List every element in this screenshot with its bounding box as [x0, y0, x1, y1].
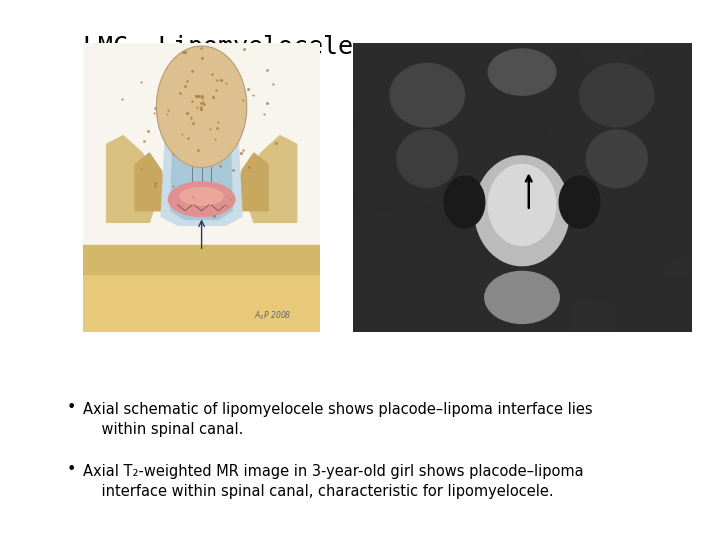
Text: •: •	[67, 400, 76, 415]
Ellipse shape	[390, 63, 464, 127]
Ellipse shape	[474, 156, 570, 266]
Ellipse shape	[485, 272, 559, 323]
Ellipse shape	[586, 130, 647, 187]
Ellipse shape	[168, 182, 235, 217]
Polygon shape	[135, 153, 166, 211]
Text: Axial schematic of lipomyelocele shows placode–lipoma interface lies
    within : Axial schematic of lipomyelocele shows p…	[83, 402, 593, 437]
Ellipse shape	[180, 188, 223, 205]
Ellipse shape	[488, 49, 556, 95]
Polygon shape	[83, 245, 320, 274]
Ellipse shape	[397, 130, 458, 187]
Ellipse shape	[444, 176, 485, 228]
Polygon shape	[83, 240, 320, 332]
Text: A$_{S}$P 2008: A$_{S}$P 2008	[254, 309, 292, 322]
Polygon shape	[83, 43, 320, 245]
Ellipse shape	[488, 165, 556, 246]
Ellipse shape	[580, 63, 654, 127]
Text: •: •	[67, 462, 76, 477]
Polygon shape	[161, 112, 242, 225]
Polygon shape	[171, 124, 233, 219]
Ellipse shape	[156, 46, 247, 167]
Polygon shape	[244, 136, 297, 222]
Polygon shape	[237, 153, 268, 211]
Ellipse shape	[559, 176, 600, 228]
Text: LMC- Lipomyelocele: LMC- Lipomyelocele	[83, 35, 353, 59]
Text: Axial T₂-weighted MR image in 3-year-old girl shows placode–lipoma
    interface: Axial T₂-weighted MR image in 3-year-old…	[83, 464, 583, 499]
Polygon shape	[107, 136, 159, 222]
